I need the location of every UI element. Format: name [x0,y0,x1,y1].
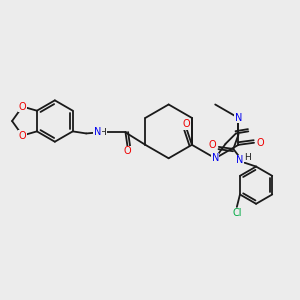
Text: O: O [209,140,217,150]
Text: N: N [236,155,243,165]
Text: O: O [19,130,26,140]
Text: O: O [19,102,26,112]
Text: O: O [183,119,190,129]
Text: N: N [94,128,101,137]
Text: N: N [212,153,219,163]
Text: O: O [256,138,264,148]
Text: H: H [244,153,251,162]
Text: N: N [235,113,242,123]
Text: H: H [99,128,106,137]
Text: Cl: Cl [232,208,242,218]
Text: O: O [124,146,131,156]
